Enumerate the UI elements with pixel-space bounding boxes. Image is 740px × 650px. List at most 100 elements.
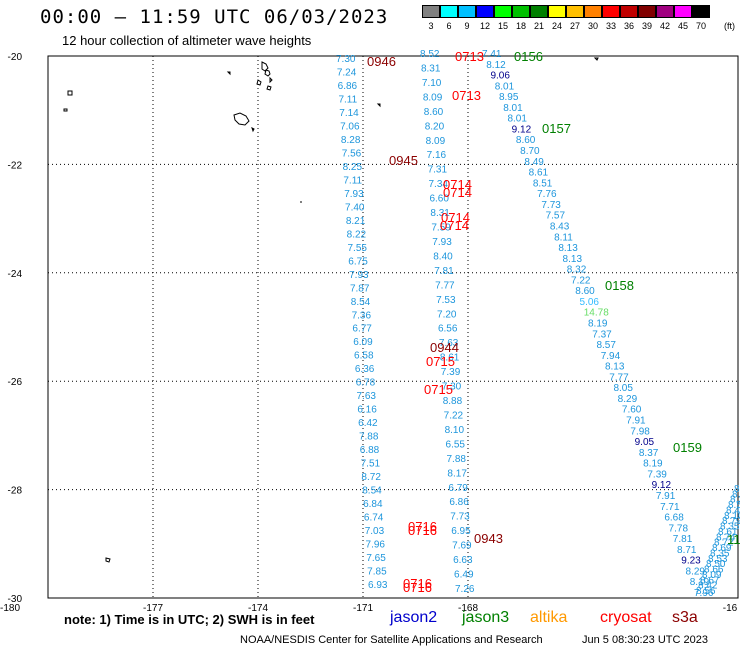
wave-height-value: 8.61 (718, 527, 738, 538)
wave-height-value: 8.74 (716, 532, 736, 543)
wave-height-value: 8.19 (643, 459, 663, 470)
wave-height-value: 8.28 (341, 135, 361, 146)
pass-time-label: 0158 (605, 278, 634, 293)
island-shape (233, 112, 255, 133)
wave-height-value: 6.49 (454, 570, 474, 581)
wave-height-value: 8.51 (533, 178, 553, 189)
wave-height-value: 8.66 (704, 565, 724, 576)
wave-height-value: 7.73 (450, 512, 470, 523)
wave-height-value: 9.06 (490, 71, 510, 82)
wave-height-value: 7.81 (673, 534, 693, 545)
wave-height-value: 7.60 (622, 405, 642, 416)
legend-jason3: jason3 (462, 609, 510, 626)
wave-height-value: 8.41 (732, 489, 740, 500)
color-swatch (529, 5, 548, 18)
wave-height-value: 8.60 (516, 135, 536, 146)
wave-height-value: 7.93 (432, 237, 452, 248)
wave-height-value: 7.11 (338, 94, 357, 105)
wave-height-value: 7.91 (656, 491, 676, 502)
color-scale-bin: 33 (601, 5, 620, 31)
wave-height-value: 7.77 (435, 280, 455, 291)
wave-height-value: 6.75 (348, 256, 368, 267)
color-scale-label: 39 (641, 21, 652, 31)
island-shape (63, 57, 599, 563)
pass-time-label: 0943 (474, 531, 503, 546)
color-scale-bin: 30 (583, 5, 602, 31)
color-scale-label: 45 (677, 21, 688, 31)
color-scale-bin: 24 (547, 5, 566, 31)
wave-height-value: 6.60 (429, 194, 449, 205)
wave-height-value: 7.69 (452, 541, 472, 552)
longitude-tick: -168 (458, 603, 478, 612)
wave-height-value: 7.63 (439, 338, 459, 349)
wave-height-value: 7.16 (427, 150, 447, 161)
color-scale-bin: 27 (565, 5, 584, 31)
wave-height-value: 7.36 (352, 310, 372, 321)
wave-height-value: 7.39 (441, 367, 461, 378)
wave-height-value: 7.57 (546, 211, 566, 222)
wave-height-value: 8.69 (712, 543, 732, 554)
pass-time-label: 0715 (426, 354, 455, 369)
wave-height-value: 8.70 (520, 146, 540, 157)
wave-height-value: 8.50 (706, 559, 726, 570)
pass-time-label: 0716 (403, 580, 432, 595)
color-swatch (457, 5, 476, 18)
wave-height-value: 7.22 (444, 410, 464, 421)
wave-height-value: 7.11 (343, 175, 362, 186)
wave-height-value: 8.22 (347, 229, 367, 240)
wave-height-value: 6.79 (448, 483, 468, 494)
wave-height-value: 8.09 (423, 92, 443, 103)
wave-height-value: 9.05 (635, 437, 655, 448)
wave-height-value: 7.59 (431, 223, 451, 234)
wave-height-map[interactable]: -180 -177 -174 -171 -168 -16 -20-22-24-26-28-… (0, 0, 740, 612)
color-scale-bin: 39 (637, 5, 656, 31)
wave-height-value: 8.31 (421, 63, 441, 74)
wave-height-value: 7.93 (344, 189, 364, 200)
wave-height-value: 6.63 (453, 555, 473, 566)
wave-height-value: 6.42 (358, 418, 378, 429)
wave-height-value: 7.65 (366, 553, 386, 564)
wave-height-value: 7.78 (669, 523, 689, 534)
footer-credit: NOAA/NESDIS Center for Satellite Applica… (240, 634, 543, 646)
legend-s3a: s3a (672, 609, 698, 626)
wave-height-value: 8.95 (499, 92, 519, 103)
wave-height-value: 8.56 (696, 586, 716, 597)
wave-height-value: 8.57 (596, 340, 616, 351)
latitude-tick: -28 (8, 486, 23, 497)
wave-height-value: 8.67 (700, 575, 720, 586)
pass-time-label: 0713 (452, 88, 481, 103)
color-scale-unit: (ft) (724, 21, 735, 31)
color-scale-label: 70 (695, 21, 706, 31)
color-scale-bin: 15 (493, 5, 512, 31)
wave-height-value: 6.16 (357, 405, 377, 416)
wave-height-value: 6.58 (354, 351, 374, 362)
wave-height-value: 7.63 (357, 391, 377, 402)
wave-height-value: 7.93 (349, 270, 369, 281)
wave-height-value: 7.88 (446, 454, 466, 465)
wave-height-value: 6.56 (438, 324, 458, 335)
wave-height-value: 6.86 (449, 497, 469, 508)
color-scale-label: 15 (497, 21, 508, 31)
wave-height-value: 8.12 (486, 60, 506, 71)
color-scale-bin: 70 (691, 5, 710, 31)
wave-height-value: 7.34 (429, 179, 449, 190)
wave-height-value: 8.19 (690, 577, 710, 588)
wave-height-value: 7.40 (345, 202, 365, 213)
color-scale-label: 3 (428, 21, 434, 31)
wave-height-value: 8.21 (346, 216, 366, 227)
wave-height-value: 7.37 (592, 329, 612, 340)
color-scale-label: 21 (533, 21, 544, 31)
wave-height-value: 7.51 (361, 459, 381, 470)
pass-time-labels: 0946 0713 01560713015709450714071407140714… (367, 49, 740, 595)
pass-time-label: 0157 (542, 121, 571, 136)
legend-jason2: jason2 (390, 609, 438, 626)
wave-height-value: 7.26 (455, 584, 475, 595)
color-swatch (475, 5, 494, 18)
color-swatch (583, 5, 602, 18)
map-grid (48, 56, 738, 598)
color-scale-bin: 12 (475, 5, 494, 31)
wave-height-value: 6.78 (356, 378, 376, 389)
wave-height-value: 8.13 (563, 254, 583, 265)
pass-time-label: 0714 (440, 218, 469, 233)
wave-height-value: 8.25 (343, 162, 363, 173)
